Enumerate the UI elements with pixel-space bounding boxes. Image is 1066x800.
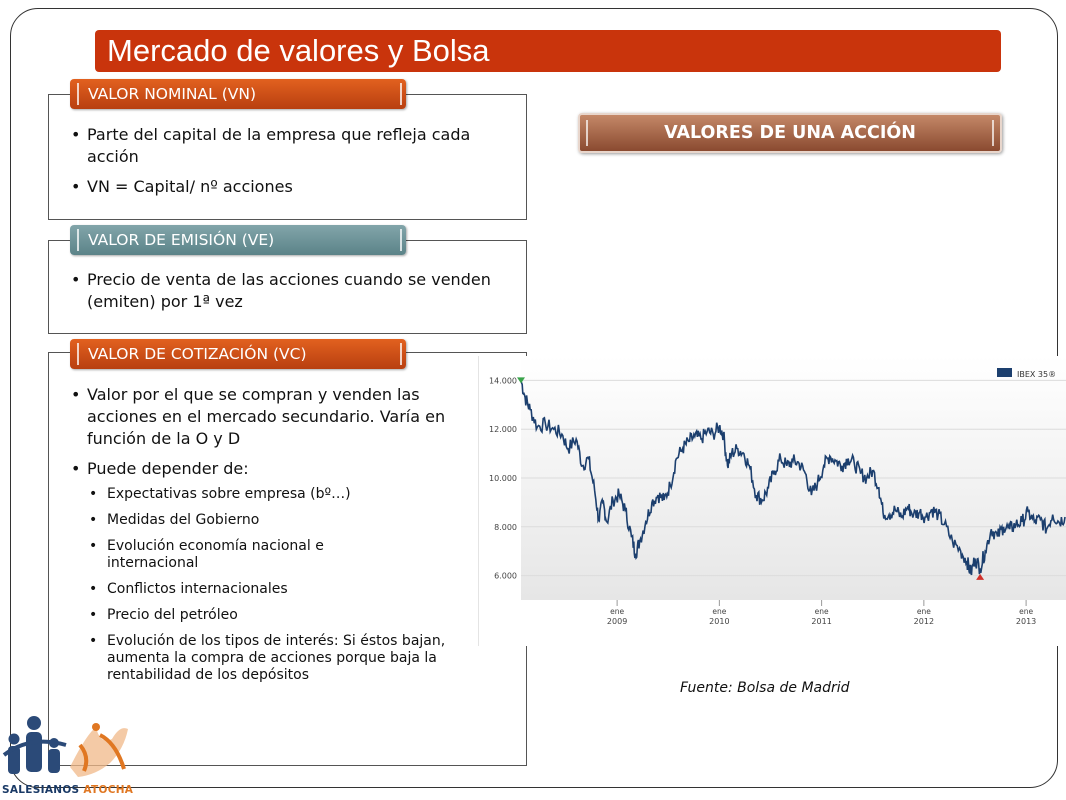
series-line-ibex — [520, 380, 1066, 576]
list-item: Evolución de los tipos de interés: Si és… — [89, 633, 467, 684]
ve-box: Precio de venta de las acciones cuando s… — [48, 240, 527, 334]
vn-box: Parte del capital de la empresa que refl… — [48, 94, 527, 220]
logo-text-salesianos: SALESIANOS — [2, 784, 84, 796]
x-tick-year: 2013 — [1016, 617, 1036, 626]
valores-accion-header: VALORES DE UNA ACCIÓN — [578, 113, 1002, 153]
tab-valor-nominal: VALOR NOMINAL (VN) — [70, 79, 406, 109]
chart-source: Fuente: Bolsa de Madrid — [680, 680, 850, 696]
list-item: Expectativas sobre empresa (bº…) — [89, 486, 491, 503]
x-tick-month: ene — [1019, 607, 1033, 616]
y-axis: 14.000 12.000 10.000 8.000 6.000 — [489, 376, 517, 580]
y-tick-label: 14.000 — [489, 376, 517, 385]
tab-valor-emision: VALOR DE EMISIÓN (VE) — [70, 225, 406, 255]
markers — [517, 377, 985, 580]
list-item: Puede depender de: — [71, 458, 491, 480]
x-tick-year: 2011 — [811, 617, 831, 626]
vn-bullet-list: Parte del capital de la empresa que refl… — [71, 124, 511, 198]
list-item: Precio del petróleo — [89, 607, 491, 624]
y-tick-label: 6.000 — [494, 572, 517, 581]
y-tick-label: 8.000 — [494, 523, 517, 532]
x-tick-year: 2012 — [914, 617, 934, 626]
min-marker — [976, 573, 985, 580]
vc-box: Valor por el que se compran y venden las… — [48, 352, 527, 766]
y-tick-label: 12.000 — [489, 425, 517, 434]
salesianos-logo — [0, 705, 140, 800]
tab-valor-cotizacion: VALOR DE COTIZACIÓN (VC) — [70, 339, 406, 369]
legend-swatch — [997, 368, 1012, 377]
legend-label: IBEX 35® — [1017, 370, 1056, 379]
list-item: Medidas del Gobierno — [89, 512, 491, 529]
logo-figures-icon — [2, 716, 128, 777]
list-item: Conflictos internacionales — [89, 581, 491, 598]
ibex-chart: 14.000 12.000 10.000 8.000 6.000 ene 2009 ene 2… — [478, 356, 1066, 646]
slide-title: Mercado de valores y Bolsa — [107, 33, 490, 68]
x-tick-month: ene — [610, 607, 624, 616]
x-tick-year: 2010 — [709, 617, 729, 626]
vc-bullet-list: Valor por el que se compran y venden las… — [71, 384, 491, 684]
list-item: Valor por el que se compran y venden las… — [71, 384, 491, 450]
ve-bullet-list: Precio de venta de las acciones cuando s… — [71, 269, 511, 313]
x-tick-month: ene — [917, 607, 931, 616]
list-item: Evolución economía nacional e internacio… — [89, 538, 377, 572]
list-item: Precio de venta de las acciones cuando s… — [71, 269, 511, 313]
x-tick-year: 2009 — [607, 617, 627, 626]
logo-text-atocha: ATOCHA — [83, 784, 134, 796]
y-tick-label: 10.000 — [489, 474, 517, 483]
title-bar: Mercado de valores y Bolsa — [95, 30, 1001, 72]
list-item: VN = Capital/ nº acciones — [71, 176, 511, 198]
max-marker — [517, 377, 525, 384]
x-tick-month: ene — [712, 607, 726, 616]
logo-text: SALESIANOS ATOCHA — [2, 784, 133, 796]
x-tick-month: ene — [815, 607, 829, 616]
grid — [521, 379, 1066, 577]
list-item: Parte del capital de la empresa que refl… — [71, 124, 511, 168]
